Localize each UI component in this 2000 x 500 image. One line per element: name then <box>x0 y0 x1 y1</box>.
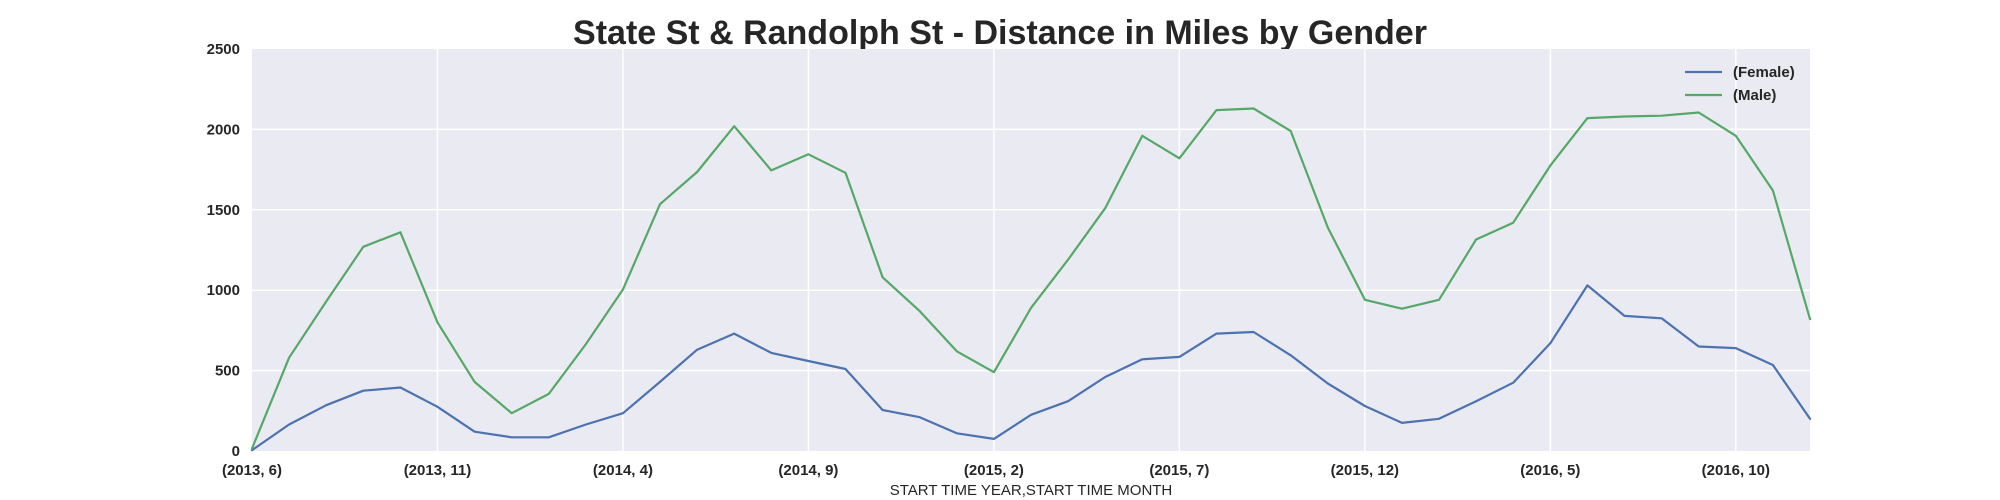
x-tick-label: (2015, 2) <box>964 462 1024 479</box>
y-tick-label: 2500 <box>207 41 240 58</box>
legend: (Female) (Male) <box>1685 64 1795 104</box>
x-tick-label: (2015, 7) <box>1149 462 1209 479</box>
x-axis-ticks: (2013, 6) (2013, 11) (2014, 4) (2014, 9) (20… <box>222 462 1770 479</box>
y-tick-label: 2000 <box>207 121 240 138</box>
x-tick-label: (2016, 10) <box>1702 462 1770 479</box>
y-tick-label: 500 <box>215 363 240 380</box>
chart-title: State St & Randolph St - Distance in Mil… <box>573 14 1427 52</box>
series-lines <box>250 107 1812 452</box>
series-line <box>250 107 1812 450</box>
y-tick-label: 1500 <box>207 202 240 219</box>
x-tick-label: (2014, 4) <box>593 462 653 479</box>
gridlines <box>252 49 1810 451</box>
x-tick-label: (2016, 5) <box>1520 462 1580 479</box>
x-axis-label: START TIME YEAR,START TIME MONTH <box>890 482 1173 499</box>
x-tick-label: (2014, 9) <box>778 462 838 479</box>
x-tick-label: (2015, 12) <box>1331 462 1399 479</box>
legend-label: (Male) <box>1733 87 1776 104</box>
y-axis-ticks: 0 500 1000 1500 2000 2500 <box>207 41 240 460</box>
x-tick-label: (2013, 11) <box>404 462 472 479</box>
legend-label: (Female) <box>1733 64 1795 81</box>
x-tick-label: (2013, 6) <box>222 462 282 479</box>
y-tick-label: 0 <box>232 443 240 460</box>
series-line <box>250 284 1812 452</box>
y-tick-label: 1000 <box>207 282 240 299</box>
